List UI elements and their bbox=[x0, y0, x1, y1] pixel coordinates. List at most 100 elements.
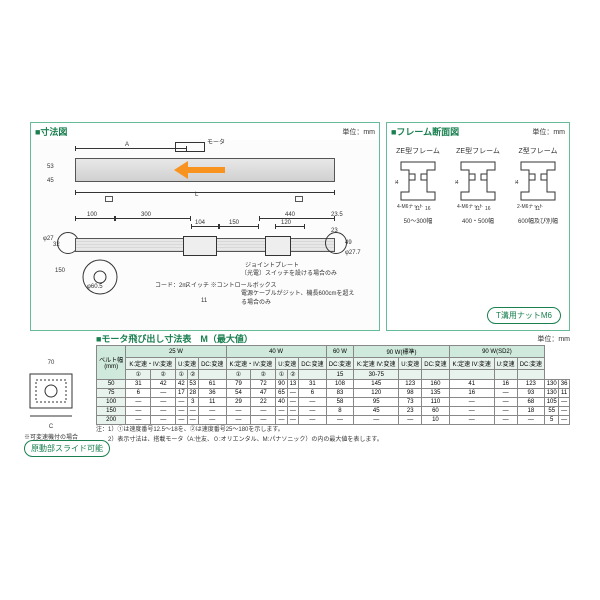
type-header: K:定速・IV:変速 bbox=[226, 358, 276, 370]
side-cross-icon bbox=[24, 366, 78, 422]
value-cell: — bbox=[449, 398, 494, 407]
frame-profile-icon: 344-M6ナット1116 bbox=[455, 158, 501, 212]
svg-text:34: 34 bbox=[395, 180, 399, 186]
sub-header: ② bbox=[187, 370, 198, 380]
value-cell: — bbox=[126, 407, 151, 416]
value-cell: 79 bbox=[226, 380, 251, 389]
value-cell: 47 bbox=[251, 389, 276, 398]
watt-header: 90 W(SD2) bbox=[449, 346, 544, 358]
frame-range: 400・500幅 bbox=[462, 216, 494, 225]
frame-profile-icon: 344-M6ナット1116 bbox=[395, 158, 441, 212]
value-cell: 83 bbox=[326, 389, 354, 398]
value-cell: — bbox=[126, 416, 151, 425]
value-cell: — bbox=[494, 407, 517, 416]
value-cell: — bbox=[517, 416, 545, 425]
frame-range: 50〜300幅 bbox=[404, 216, 433, 225]
value-cell: — bbox=[126, 398, 151, 407]
value-cell: 58 bbox=[326, 398, 354, 407]
sub-header: 30-75 bbox=[354, 370, 399, 380]
value-cell: 13 bbox=[287, 380, 298, 389]
table-row: 200—————————————10———5— bbox=[97, 416, 570, 425]
value-cell: 65 bbox=[276, 389, 287, 398]
type-header: K:定速 IV:変速 bbox=[449, 358, 494, 370]
type-header: DC:変速 bbox=[422, 358, 450, 370]
value-cell: 28 bbox=[187, 389, 198, 398]
sub-header bbox=[422, 370, 450, 380]
watt-header: 40 W bbox=[226, 346, 326, 358]
sub-header bbox=[299, 370, 327, 380]
sub-header bbox=[517, 370, 545, 380]
svg-text:11: 11 bbox=[475, 206, 480, 212]
value-cell: 60 bbox=[422, 407, 450, 416]
table-row: 100———311292240——589573110——68105— bbox=[97, 398, 570, 407]
value-cell: — bbox=[299, 398, 327, 407]
dim-title: ■寸法図 bbox=[35, 125, 67, 138]
value-cell: — bbox=[449, 416, 494, 425]
svg-text:16: 16 bbox=[485, 206, 491, 212]
type-header: U:変速 bbox=[276, 358, 299, 370]
table-row: 5031424253617972901331108145123160411612… bbox=[97, 380, 570, 389]
value-cell: 123 bbox=[399, 380, 422, 389]
value-cell: 16 bbox=[494, 380, 517, 389]
sub-header: ① bbox=[126, 370, 151, 380]
value-cell: — bbox=[299, 416, 327, 425]
svg-text:34: 34 bbox=[515, 180, 519, 186]
value-cell: — bbox=[187, 416, 198, 425]
frame-col: Z型フレーム342-M6ナット11600幅及び別幅 bbox=[515, 146, 561, 225]
value-cell: — bbox=[287, 389, 298, 398]
sub-header bbox=[198, 370, 226, 380]
belt-header: ベルト幅 (mm) bbox=[97, 346, 126, 380]
value-cell: — bbox=[151, 416, 176, 425]
sub-header: ② bbox=[151, 370, 176, 380]
value-cell: — bbox=[176, 407, 187, 416]
value-cell: — bbox=[251, 416, 276, 425]
value-cell: 36 bbox=[198, 389, 226, 398]
sub-header: ① bbox=[226, 370, 251, 380]
value-cell: — bbox=[198, 407, 226, 416]
watt-header: 60 W bbox=[326, 346, 354, 358]
value-cell: — bbox=[176, 398, 187, 407]
cross-title: ■フレーム断面図 bbox=[391, 125, 459, 138]
svg-text:11: 11 bbox=[535, 206, 540, 212]
frame-profile-icon: 342-M6ナット11 bbox=[515, 158, 561, 212]
value-cell: — bbox=[399, 416, 422, 425]
value-cell: 54 bbox=[226, 389, 251, 398]
side-view-panel: 70 C ※可変速機付の場合 bbox=[22, 360, 80, 441]
type-header: K:定速 IV:変速 bbox=[354, 358, 399, 370]
table-note-1: 注：1）①は速度番号12.5～18を、②は速度番号25～180を示します。 bbox=[96, 427, 570, 435]
value-cell: — bbox=[198, 416, 226, 425]
value-cell: — bbox=[494, 398, 517, 407]
value-cell: 68 bbox=[517, 398, 545, 407]
frame-label: ZE型フレーム bbox=[456, 146, 500, 156]
value-cell: — bbox=[226, 407, 251, 416]
value-cell: 29 bbox=[226, 398, 251, 407]
direction-arrow-icon bbox=[165, 163, 225, 177]
value-cell: 18 bbox=[517, 407, 545, 416]
type-header: DC:変速 bbox=[299, 358, 327, 370]
value-cell: 40 bbox=[276, 398, 287, 407]
value-cell: — bbox=[187, 407, 198, 416]
joint-block bbox=[265, 236, 291, 256]
value-cell: 45 bbox=[354, 407, 399, 416]
table-row: 150——————————8452360——1855— bbox=[97, 407, 570, 416]
conveyor-top-view: 100 300 104 150 120 440 23.5 23 φ27 32 bbox=[45, 218, 355, 308]
value-cell: — bbox=[449, 407, 494, 416]
type-header: DC:変速 bbox=[198, 358, 226, 370]
sub-header bbox=[494, 370, 517, 380]
motor-table-panel: ■モータ飛び出し寸法表 M（最大値） 単位：mm ベルト幅 (mm)25 W40… bbox=[96, 332, 570, 445]
sub-header bbox=[449, 370, 494, 380]
value-cell: 41 bbox=[449, 380, 494, 389]
value-cell: 130 bbox=[545, 380, 559, 389]
svg-text:34: 34 bbox=[455, 180, 459, 186]
frame-col: ZE型フレーム344-M6ナット111650〜300幅 bbox=[395, 146, 441, 225]
value-cell: 72 bbox=[251, 380, 276, 389]
value-cell: 22 bbox=[251, 398, 276, 407]
value-cell: — bbox=[287, 416, 298, 425]
type-header: U:変速 bbox=[176, 358, 199, 370]
sub-header: ① bbox=[176, 370, 187, 380]
value-cell: 6 bbox=[126, 389, 151, 398]
value-cell: 73 bbox=[399, 398, 422, 407]
value-cell: — bbox=[151, 407, 176, 416]
conveyor-side-view: モータ A L 53 45 bbox=[45, 148, 355, 196]
value-cell: — bbox=[494, 416, 517, 425]
